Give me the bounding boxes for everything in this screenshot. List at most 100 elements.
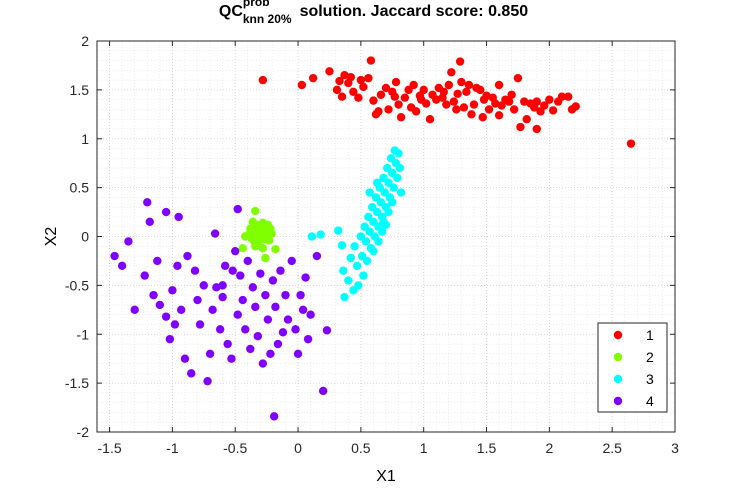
data-point [233, 310, 242, 319]
data-point [283, 315, 293, 324]
x-tick-label: 3 [671, 440, 679, 456]
data-point [439, 87, 448, 97]
y-axis-label: X2 [43, 227, 60, 247]
data-point [145, 217, 154, 227]
data-point [293, 349, 303, 358]
data-point [143, 198, 152, 207]
data-point [168, 286, 177, 295]
data-point [140, 271, 149, 280]
data-point [378, 227, 387, 236]
data-point [545, 95, 554, 104]
data-point [389, 183, 398, 192]
data-point [350, 242, 359, 251]
data-point [532, 97, 541, 106]
data-point [251, 302, 260, 312]
data-point [369, 96, 378, 105]
data-point [276, 266, 285, 275]
data-point [253, 332, 263, 341]
data-point [248, 283, 258, 292]
ticks: -1.5 -1 -0.5 0 0.5 1 1.5 2 2.5 3 -2 -1.5 -1 -0.5 0 0.5 1… [65, 33, 679, 456]
data-point [346, 72, 356, 82]
data-point [130, 305, 139, 315]
data-point [258, 244, 268, 253]
data-point [307, 232, 317, 241]
data-point [238, 244, 247, 253]
title-subscript: knn 20% [242, 12, 292, 26]
x-tick-label: 0 [294, 440, 302, 456]
data-point [269, 412, 279, 421]
data-point [340, 292, 349, 302]
data-point [187, 369, 196, 378]
data-point [165, 334, 175, 344]
y-tick-label: 2 [81, 33, 89, 49]
data-point [513, 73, 523, 83]
legend-box [597, 322, 668, 413]
data-point [369, 246, 378, 256]
data-point [174, 212, 183, 222]
legend-marker-3 [613, 374, 623, 384]
data-point [494, 111, 504, 120]
data-point [248, 227, 258, 236]
data-point [261, 290, 270, 300]
title-rest: solution. Jaccard score: 0.850 [299, 3, 529, 20]
data-point [227, 354, 236, 363]
data-point [258, 359, 268, 368]
data-point [563, 92, 573, 101]
data-point [306, 310, 315, 319]
data-point [251, 206, 260, 216]
data-point [117, 261, 127, 271]
data-point [318, 386, 328, 396]
data-point [390, 92, 399, 101]
data-point [193, 295, 202, 305]
legend: 1 2 3 4 [597, 322, 668, 413]
data-point [298, 305, 308, 315]
data-point [354, 281, 363, 290]
data-point [325, 67, 334, 76]
x-tick-label: 1.5 [477, 440, 497, 456]
data-point [384, 207, 393, 217]
data-point [354, 93, 363, 102]
data-point [218, 281, 227, 290]
y-tick-label: -1 [77, 326, 90, 342]
data-point [215, 325, 225, 334]
data-point [394, 149, 403, 158]
data-point [155, 300, 165, 310]
data-point [268, 276, 278, 285]
data-point [509, 105, 519, 114]
data-point [396, 113, 406, 122]
data-point [246, 344, 255, 354]
data-point [419, 85, 428, 95]
data-point [264, 236, 274, 245]
data-point [467, 110, 476, 119]
data-point [335, 76, 344, 86]
data-point [124, 237, 133, 246]
data-point [261, 253, 270, 263]
data-point [316, 230, 325, 239]
data-point [359, 82, 368, 92]
data-points [110, 56, 636, 421]
data-point [452, 105, 461, 114]
data-point [296, 290, 305, 300]
x-tick-label: -1.5 [98, 440, 122, 456]
data-point [359, 271, 368, 280]
x-tick-label: -0.5 [223, 440, 247, 456]
data-point [220, 261, 230, 271]
x-tick-label: 0.5 [351, 440, 371, 456]
data-point [476, 85, 485, 95]
legend-label-3: 3 [646, 371, 654, 387]
data-point [258, 75, 268, 85]
data-point [303, 334, 313, 344]
data-point [223, 339, 232, 349]
data-point [374, 237, 383, 246]
data-point [391, 77, 401, 87]
y-tick-label: 1.5 [70, 82, 90, 98]
data-point [228, 266, 237, 275]
data-point [236, 271, 245, 280]
data-point [395, 163, 405, 173]
data-point [373, 178, 382, 187]
data-point [195, 320, 205, 329]
data-point [548, 106, 558, 115]
data-point [344, 276, 353, 285]
